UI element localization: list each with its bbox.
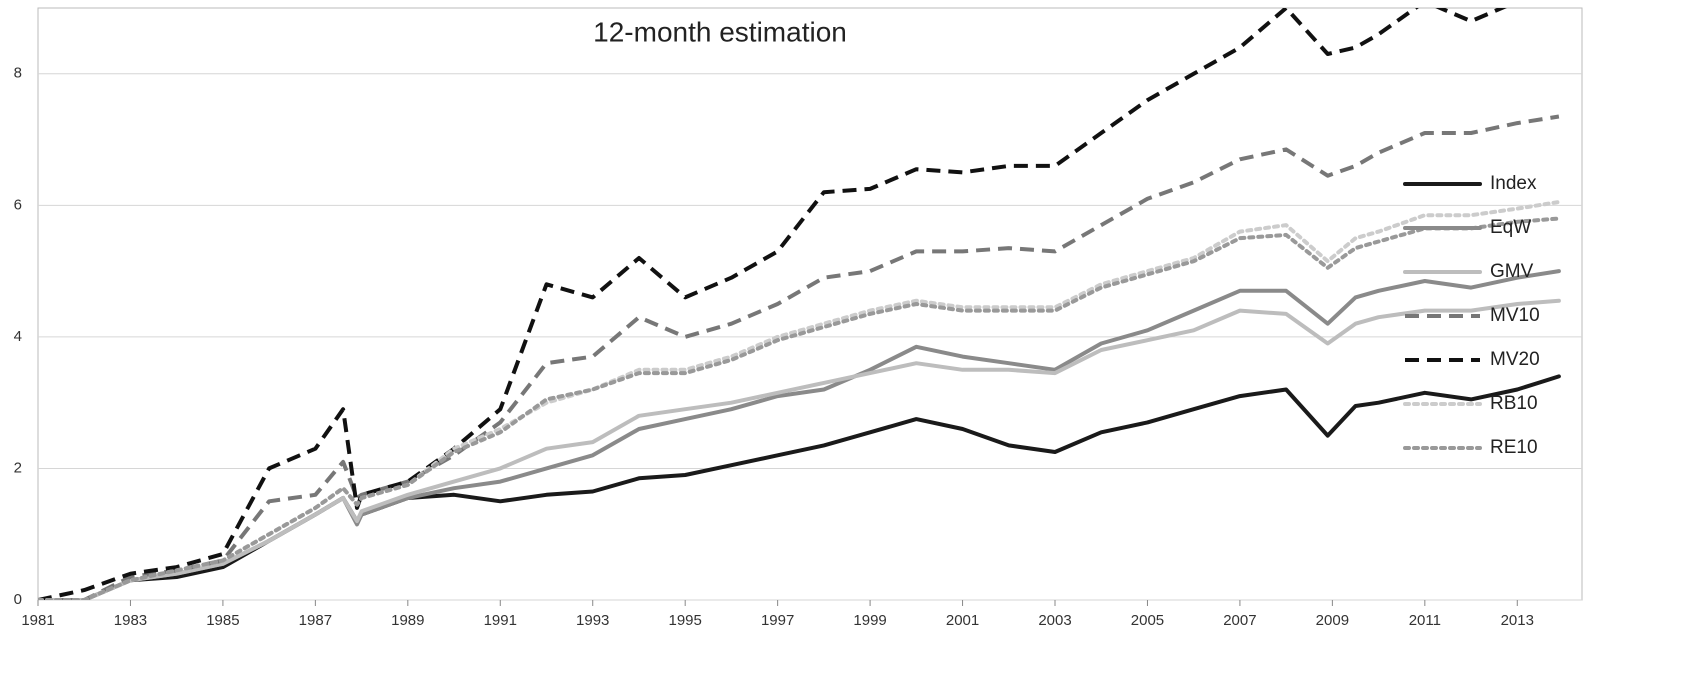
x-tick-label: 1983 [114,612,147,629]
x-tick-label: 2007 [1223,612,1256,629]
x-tick-label: 1989 [391,612,424,629]
y-tick-label: 6 [14,196,22,213]
legend-label: RB10 [1490,393,1538,414]
x-tick-label: 2013 [1501,612,1534,629]
x-tick-label: 1981 [21,612,54,629]
chart-title: 12-month estimation [593,16,847,47]
series-line [38,269,1561,600]
series-line [38,8,1507,600]
x-tick-label: 1985 [206,612,239,629]
x-tick-label: 1997 [761,612,794,629]
x-tick-label: 1993 [576,612,609,629]
series-line [38,216,1561,600]
x-tick-label: 2005 [1131,612,1164,629]
series-line [38,374,1561,600]
series-line [38,298,1561,600]
y-tick-label: 0 [14,591,22,608]
legend-label: MV20 [1490,349,1540,370]
y-tick-label: 2 [14,459,22,476]
y-tick-label: 8 [14,65,22,82]
x-tick-label: 2001 [946,612,979,629]
legend-label: RE10 [1490,437,1538,458]
y-tick-label: 4 [14,328,22,345]
x-tick-label: 2003 [1038,612,1071,629]
lines [38,8,1561,600]
x-tick-label: 2011 [1409,612,1441,629]
legend-label: Index [1490,173,1537,194]
series-line [38,114,1560,600]
x-tick-label: 1991 [484,612,517,629]
legend-label: EqW [1490,217,1531,238]
x-tick-label: 1987 [299,612,332,629]
x-tick-label: 1999 [853,612,886,629]
legend-label: MV10 [1490,305,1540,326]
x-tick-label: 1995 [668,612,701,629]
x-tick-label: 2009 [1316,612,1349,629]
legend-label: GMV [1490,261,1534,282]
